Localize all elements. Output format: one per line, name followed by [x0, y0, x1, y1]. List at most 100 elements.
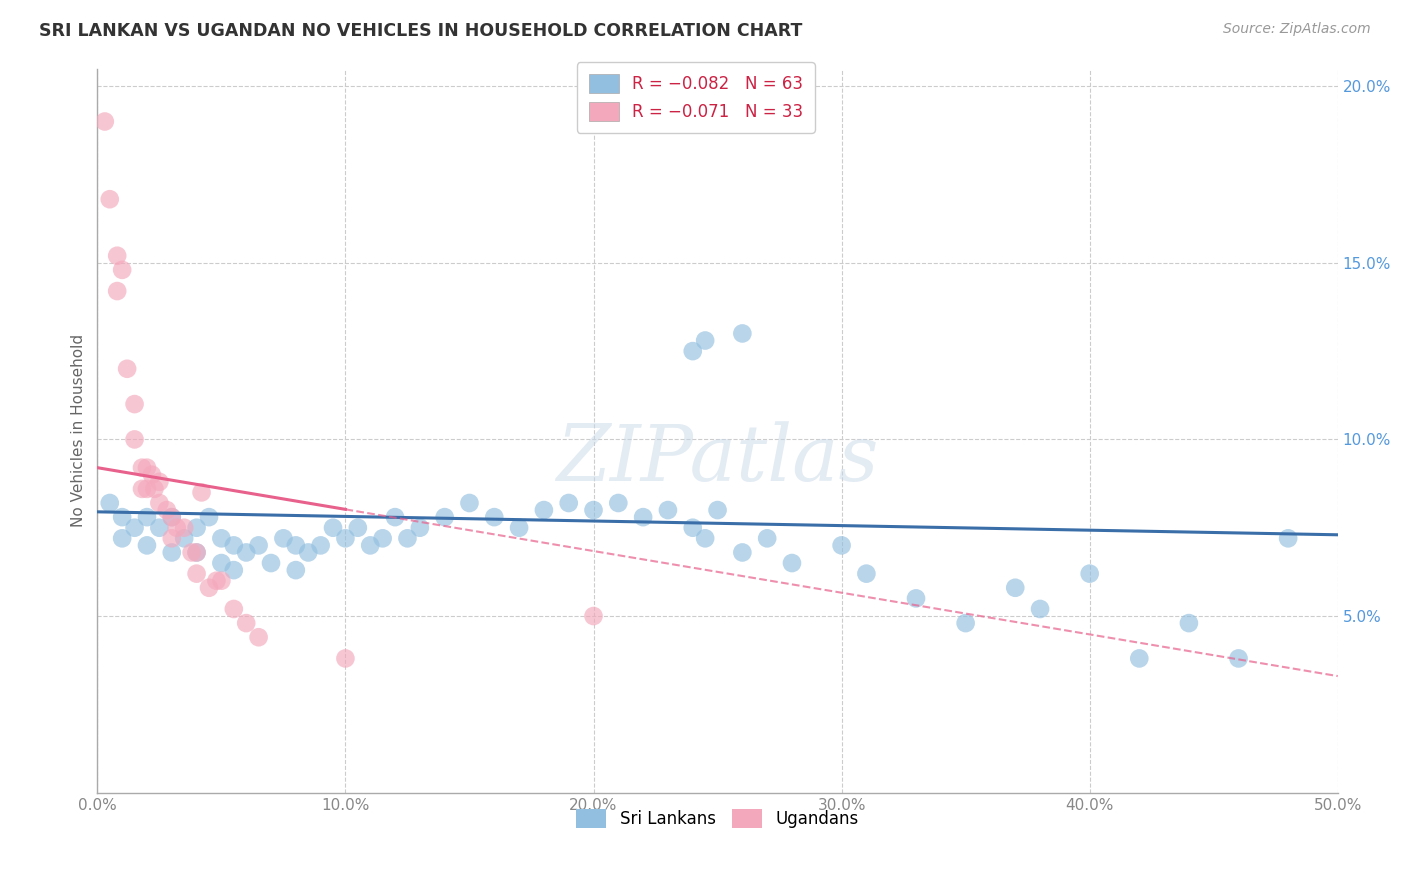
- Point: [98, 496, 121, 510]
- Point: [186, 545, 208, 559]
- Point: [198, 581, 221, 595]
- Point: [1078, 566, 1101, 581]
- Point: [508, 521, 530, 535]
- Point: [384, 510, 406, 524]
- Point: [141, 467, 163, 482]
- Point: [222, 538, 245, 552]
- Point: [131, 482, 153, 496]
- Legend: Sri Lankans, Ugandans: Sri Lankans, Ugandans: [569, 803, 866, 835]
- Point: [731, 326, 754, 341]
- Point: [205, 574, 228, 588]
- Text: Source: ZipAtlas.com: Source: ZipAtlas.com: [1223, 22, 1371, 37]
- Point: [1004, 581, 1026, 595]
- Point: [136, 460, 159, 475]
- Point: [198, 510, 221, 524]
- Point: [235, 616, 257, 631]
- Point: [347, 521, 370, 535]
- Point: [409, 521, 432, 535]
- Point: [657, 503, 679, 517]
- Point: [186, 521, 208, 535]
- Y-axis label: No Vehicles in Household: No Vehicles in Household: [72, 334, 86, 527]
- Point: [731, 545, 754, 559]
- Point: [160, 510, 183, 524]
- Point: [458, 496, 481, 510]
- Point: [335, 532, 357, 546]
- Point: [180, 545, 202, 559]
- Text: SRI LANKAN VS UGANDAN NO VEHICLES IN HOUSEHOLD CORRELATION CHART: SRI LANKAN VS UGANDAN NO VEHICLES IN HOU…: [39, 22, 803, 40]
- Point: [831, 538, 853, 552]
- Point: [533, 503, 555, 517]
- Point: [905, 591, 928, 606]
- Point: [273, 532, 295, 546]
- Point: [284, 538, 307, 552]
- Point: [396, 532, 419, 546]
- Point: [955, 616, 977, 631]
- Point: [111, 532, 134, 546]
- Point: [706, 503, 728, 517]
- Point: [160, 532, 183, 546]
- Point: [173, 521, 195, 535]
- Point: [695, 532, 717, 546]
- Point: [94, 114, 117, 128]
- Point: [136, 538, 159, 552]
- Point: [209, 556, 232, 570]
- Point: [209, 532, 232, 546]
- Point: [607, 496, 630, 510]
- Point: [124, 521, 146, 535]
- Point: [148, 475, 170, 489]
- Point: [855, 566, 877, 581]
- Point: [222, 563, 245, 577]
- Point: [371, 532, 394, 546]
- Point: [359, 538, 381, 552]
- Point: [111, 263, 134, 277]
- Point: [166, 521, 188, 535]
- Point: [322, 521, 344, 535]
- Point: [582, 503, 605, 517]
- Point: [247, 630, 270, 644]
- Point: [105, 249, 128, 263]
- Point: [557, 496, 579, 510]
- Point: [1277, 532, 1299, 546]
- Point: [124, 433, 146, 447]
- Point: [148, 521, 170, 535]
- Point: [98, 192, 121, 206]
- Point: [160, 510, 183, 524]
- Point: [143, 482, 166, 496]
- Point: [682, 521, 704, 535]
- Text: ZIPatlas: ZIPatlas: [557, 421, 879, 498]
- Point: [756, 532, 779, 546]
- Point: [209, 574, 232, 588]
- Point: [173, 532, 195, 546]
- Point: [111, 510, 134, 524]
- Point: [124, 397, 146, 411]
- Point: [1227, 651, 1250, 665]
- Point: [682, 344, 704, 359]
- Point: [484, 510, 506, 524]
- Point: [1178, 616, 1201, 631]
- Point: [780, 556, 803, 570]
- Point: [260, 556, 283, 570]
- Point: [136, 510, 159, 524]
- Point: [222, 602, 245, 616]
- Point: [105, 284, 128, 298]
- Point: [148, 496, 170, 510]
- Point: [433, 510, 456, 524]
- Point: [156, 503, 179, 517]
- Point: [235, 545, 257, 559]
- Point: [309, 538, 332, 552]
- Point: [1029, 602, 1052, 616]
- Point: [631, 510, 654, 524]
- Point: [186, 566, 208, 581]
- Point: [582, 609, 605, 624]
- Point: [1128, 651, 1150, 665]
- Point: [335, 651, 357, 665]
- Point: [297, 545, 319, 559]
- Point: [115, 361, 138, 376]
- Point: [186, 545, 208, 559]
- Point: [136, 482, 159, 496]
- Point: [247, 538, 270, 552]
- Point: [160, 545, 183, 559]
- Point: [131, 460, 153, 475]
- Point: [190, 485, 212, 500]
- Point: [284, 563, 307, 577]
